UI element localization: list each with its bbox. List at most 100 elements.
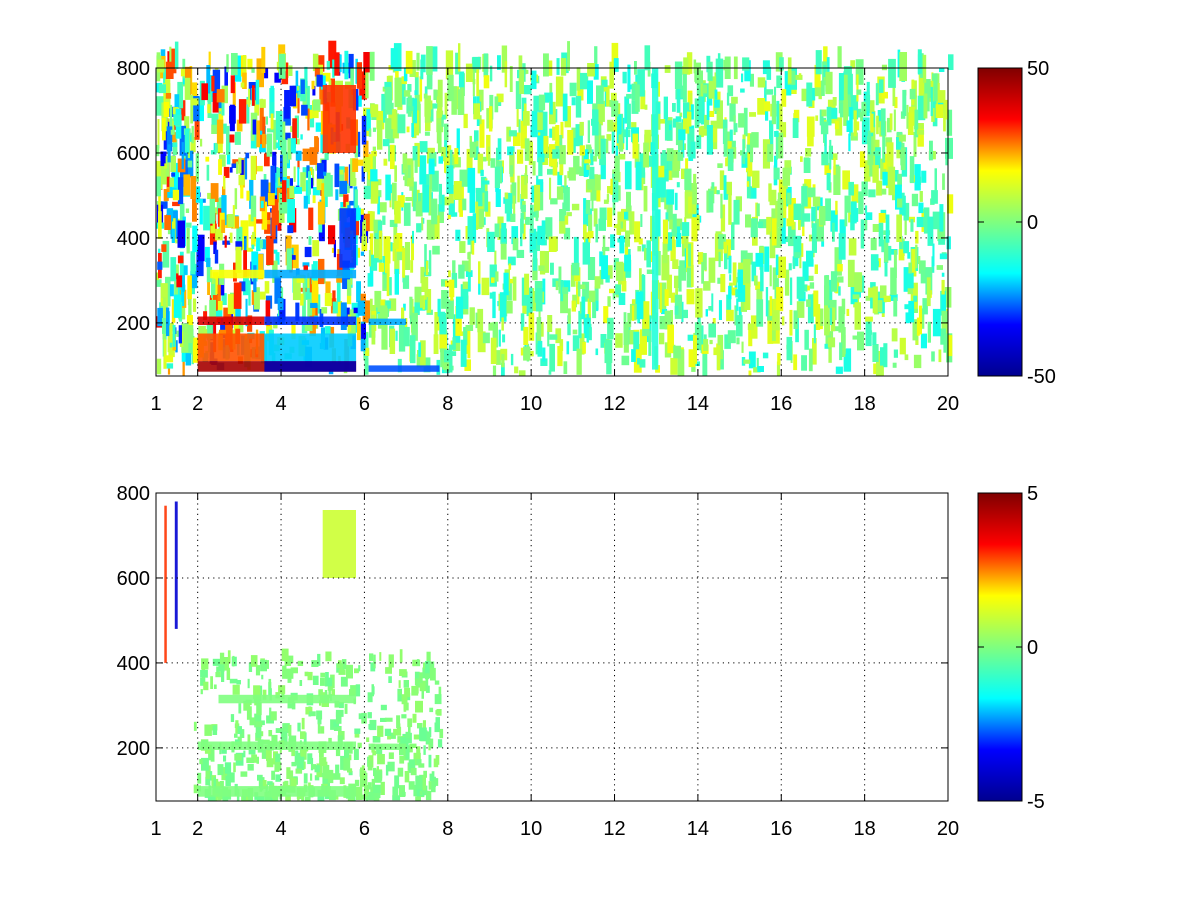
heatmap-cell [827, 337, 836, 348]
heatmap-cell [385, 86, 393, 115]
heatmap-cell [734, 280, 738, 292]
x-tick-label: 14 [687, 818, 709, 840]
heatmap-cell [837, 276, 844, 283]
heatmap-cell [736, 337, 740, 345]
heatmap-cell [296, 756, 305, 770]
heatmap-cell [227, 214, 235, 228]
heatmap-cell [379, 652, 382, 661]
heatmap-cell [600, 334, 607, 348]
heatmap-cell [931, 190, 938, 204]
heatmap-cell [467, 252, 471, 260]
heatmap-cell [755, 252, 764, 267]
heatmap-cell [240, 220, 249, 250]
heatmap-cell [269, 688, 272, 701]
colorbar-tick-label: -5 [1027, 791, 1045, 813]
heatmap-cell [861, 117, 870, 145]
heatmap-cell [424, 731, 431, 740]
heatmap-cell [501, 317, 504, 331]
heatmap-cell [357, 300, 366, 316]
heatmap-cell [885, 161, 891, 189]
heatmap-cell [333, 239, 336, 258]
heatmap-cell [600, 156, 606, 180]
heatmap-cell [856, 121, 860, 131]
heatmap-cell [941, 317, 949, 338]
heatmap-cell [230, 75, 235, 94]
heatmap-cell [238, 174, 245, 186]
heatmap-cell [414, 94, 421, 111]
heatmap-cell [382, 139, 390, 147]
heatmap-cell [618, 292, 626, 305]
heatmap-cell [819, 109, 824, 126]
heatmap-cell [576, 67, 581, 91]
x-tick-label: 16 [770, 818, 792, 840]
heatmap-cell [669, 124, 672, 131]
heatmap-cell [164, 163, 167, 169]
heatmap-cell [916, 129, 925, 135]
heatmap-cell [765, 89, 774, 95]
heatmap-cell [664, 65, 671, 73]
heatmap-cell [185, 208, 190, 213]
heatmap-cell [243, 750, 246, 758]
heatmap-cell [247, 734, 251, 749]
heatmap-cell [458, 71, 465, 88]
heatmap-cell [240, 771, 248, 777]
heatmap-cell [882, 134, 886, 163]
y-tick-label: 200 [117, 313, 150, 335]
heatmap-cell [275, 142, 279, 149]
heatmap-cell [743, 259, 751, 288]
heatmap-cell [881, 91, 888, 99]
heatmap-cell [169, 48, 177, 74]
heatmap-cell [206, 267, 213, 283]
heatmap-cell [194, 118, 200, 140]
heatmap-cell [178, 325, 182, 344]
heatmap-cell [166, 307, 170, 337]
heatmap-cell [774, 131, 779, 137]
heatmap-cell [383, 272, 389, 289]
heatmap-cell [695, 70, 703, 84]
heatmap-cell [390, 48, 398, 70]
heatmap-cell [414, 160, 418, 173]
heatmap-cell [495, 189, 501, 207]
heatmap-cell [793, 235, 802, 259]
heatmap-cell [206, 257, 211, 268]
heatmap-cell [571, 203, 580, 211]
heatmap-band [197, 786, 357, 797]
heatmap-cell [847, 259, 855, 287]
heatmap-cell [156, 176, 161, 197]
heatmap-cell [295, 150, 302, 161]
heatmap-cell [310, 773, 313, 781]
heatmap-cell [636, 291, 644, 320]
heatmap-cell [363, 185, 371, 200]
heatmap-cell [683, 57, 689, 74]
heatmap-cell [252, 119, 257, 135]
heatmap-cell [415, 201, 423, 217]
heatmap-cell [367, 760, 373, 771]
heatmap-cell [416, 223, 422, 233]
heatmap-cell [702, 253, 707, 271]
heatmap-cell [733, 199, 740, 225]
heatmap-cell [533, 95, 542, 112]
heatmap-cell [865, 316, 873, 322]
heatmap-cell [216, 666, 219, 673]
heatmap-cell [300, 172, 306, 192]
heatmap-cell [469, 307, 475, 325]
heatmap-cell [555, 328, 562, 344]
heatmap-cell [947, 194, 954, 214]
heatmap-cell [639, 329, 647, 355]
heatmap-cell [354, 728, 361, 734]
heatmap-cell [698, 96, 703, 124]
heatmap-cell [838, 73, 846, 101]
heatmap-cell [517, 175, 520, 203]
heatmap-cell [860, 219, 865, 249]
heatmap-cell [615, 284, 621, 295]
heatmap-cell [220, 781, 224, 789]
heatmap-cell [516, 106, 519, 127]
heatmap-cell [366, 109, 371, 131]
heatmap-cell [893, 297, 898, 317]
heatmap-cell [831, 107, 838, 119]
heatmap-cell [769, 296, 773, 316]
heatmap-cell [806, 299, 811, 307]
heatmap-cell [317, 55, 325, 72]
heatmap-cell [212, 272, 219, 294]
heatmap-band [652, 68, 659, 370]
